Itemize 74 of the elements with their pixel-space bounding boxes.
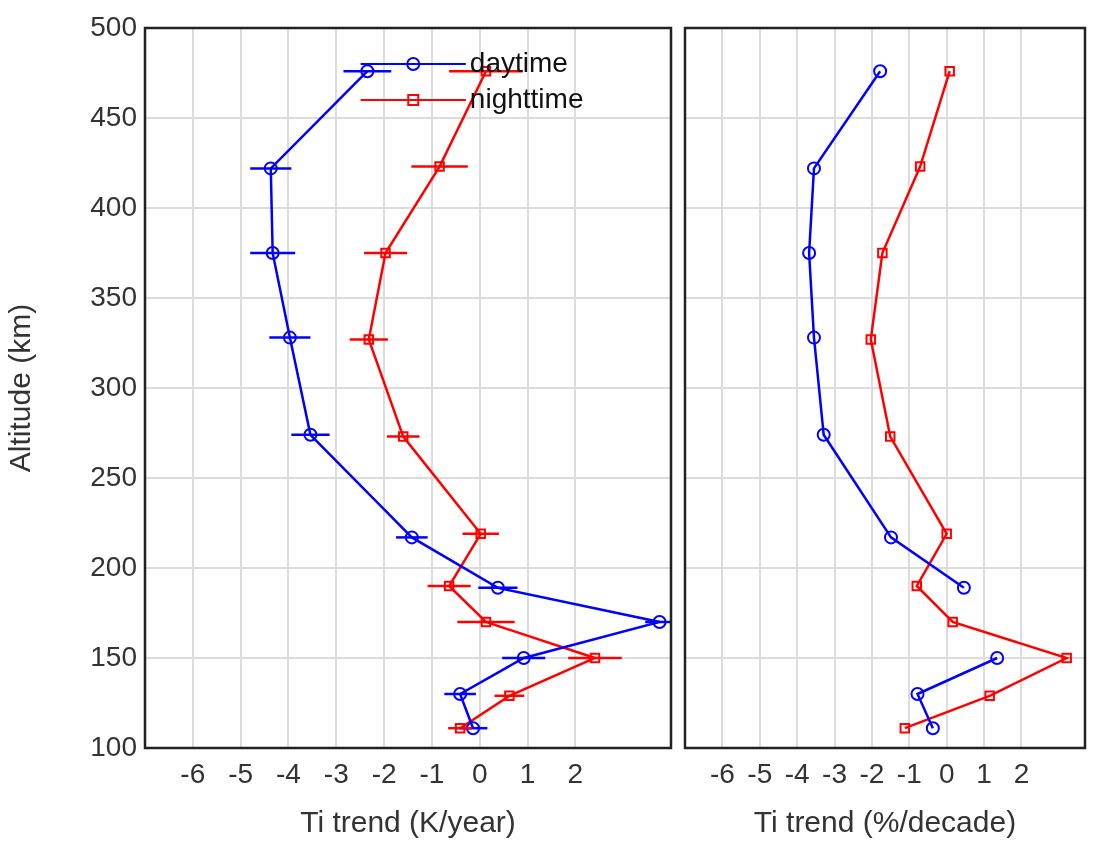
point xyxy=(453,687,468,701)
point xyxy=(380,247,391,259)
x-tick-label: -6 xyxy=(180,757,206,789)
x-axis-title: Ti trend (%/decade) xyxy=(753,805,1017,839)
x-tick-label: 1 xyxy=(976,757,992,789)
point xyxy=(652,615,667,629)
point xyxy=(589,652,601,664)
x-tick-label: -4 xyxy=(784,757,810,789)
x-tick-label: -5 xyxy=(747,757,773,789)
point xyxy=(806,161,821,176)
point xyxy=(865,334,877,345)
point xyxy=(941,528,952,540)
x-tick-label: -3 xyxy=(822,757,847,789)
legend-label: nighttime xyxy=(469,82,584,114)
point xyxy=(990,651,1005,665)
point xyxy=(910,687,925,701)
point xyxy=(883,530,898,545)
point xyxy=(490,580,505,595)
y-tick-label: 100 xyxy=(90,730,137,762)
x-axis-title: Ti trend (K/year) xyxy=(300,805,516,839)
y-tick-label: 350 xyxy=(90,280,137,312)
point xyxy=(884,431,896,442)
point xyxy=(434,161,445,172)
y-axis-title: Altitude (km) xyxy=(3,303,37,473)
point xyxy=(911,580,923,592)
y-tick-label: 200 xyxy=(90,550,137,582)
x-tick-label: -3 xyxy=(323,757,349,789)
x-tick-label: 2 xyxy=(1013,757,1030,789)
point xyxy=(956,580,971,595)
point xyxy=(360,64,375,79)
point xyxy=(504,690,515,702)
point xyxy=(984,690,995,702)
x-tick-label: -1 xyxy=(896,757,922,789)
x-tick-label: 0 xyxy=(471,757,488,789)
x-tick-label: -2 xyxy=(371,757,397,789)
x-tick-label: 0 xyxy=(938,757,955,789)
point xyxy=(303,427,318,442)
point xyxy=(475,528,486,540)
point xyxy=(899,722,911,734)
point xyxy=(944,65,955,77)
x-tick-label: -5 xyxy=(228,757,254,789)
point xyxy=(1061,652,1072,664)
x-tick-label: 2 xyxy=(567,757,584,789)
legend-label: daytime xyxy=(469,46,568,78)
point xyxy=(454,722,466,734)
point xyxy=(516,651,531,665)
point xyxy=(282,330,297,345)
x-tick-label: -6 xyxy=(709,757,735,789)
point xyxy=(914,161,926,172)
point xyxy=(806,330,821,345)
point xyxy=(873,64,888,79)
y-tick-label: 250 xyxy=(90,460,137,492)
point xyxy=(802,246,817,260)
y-tick-label: 500 xyxy=(90,10,137,42)
point xyxy=(404,530,419,545)
x-tick-label: -2 xyxy=(859,757,885,789)
point xyxy=(443,580,455,592)
point xyxy=(397,431,409,442)
point xyxy=(466,721,481,736)
y-tick-label: 400 xyxy=(90,190,137,222)
point xyxy=(947,616,958,628)
point xyxy=(877,247,888,259)
x-tick-label: -4 xyxy=(276,757,301,789)
point xyxy=(925,721,940,736)
point xyxy=(265,246,280,260)
y-tick-label: 450 xyxy=(90,100,137,132)
x-tick-label: -1 xyxy=(419,757,445,789)
x-tick-label: 1 xyxy=(519,757,536,789)
point xyxy=(263,161,278,176)
y-tick-label: 150 xyxy=(90,640,137,672)
point xyxy=(816,427,831,442)
point xyxy=(363,334,375,345)
point xyxy=(480,616,492,628)
y-tick-label: 300 xyxy=(90,370,137,402)
